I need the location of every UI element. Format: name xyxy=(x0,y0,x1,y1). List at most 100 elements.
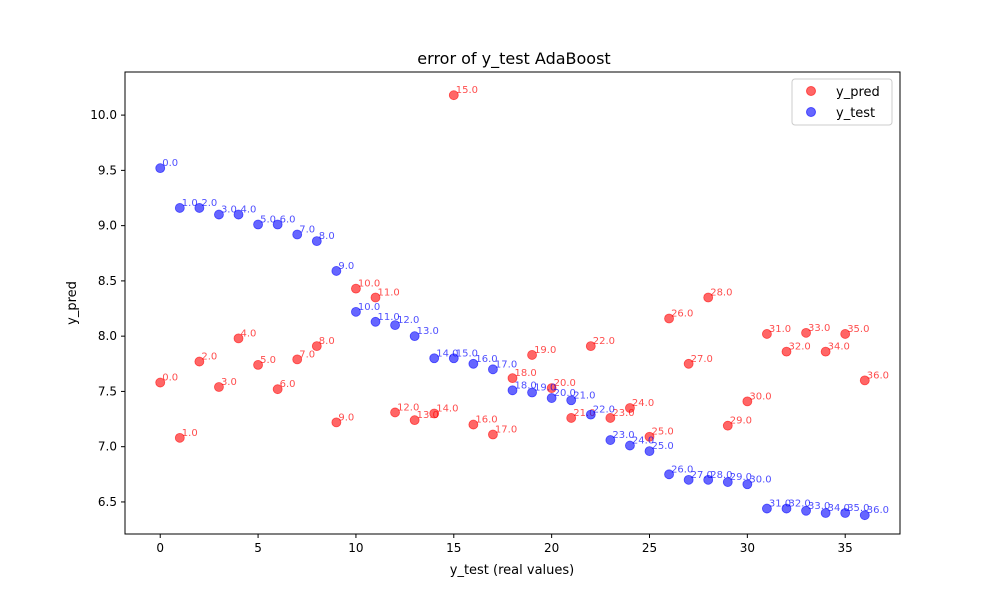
data-point xyxy=(311,236,322,247)
data-point xyxy=(781,503,792,514)
point-label: 18.0 xyxy=(515,368,537,379)
x-tick-label: 20 xyxy=(544,541,559,555)
data-point xyxy=(488,364,498,375)
point-label: 21.0 xyxy=(573,390,595,401)
point-label: 34.0 xyxy=(828,503,850,514)
legend-label: y_pred xyxy=(836,85,880,100)
y-tick-label: 9.0 xyxy=(98,219,117,233)
data-point xyxy=(762,503,772,514)
point-label: 9.0 xyxy=(338,412,354,423)
point-label: 20.0 xyxy=(554,378,576,389)
data-point xyxy=(820,346,831,357)
legend-box xyxy=(791,78,893,126)
data-point xyxy=(742,479,753,490)
point-label: 35.0 xyxy=(847,324,869,335)
data-point xyxy=(722,420,733,431)
data-point xyxy=(566,413,577,423)
data-point xyxy=(214,209,224,220)
x-tick-label: 0 xyxy=(156,541,164,555)
point-label: 27.0 xyxy=(691,470,713,481)
data-point xyxy=(507,385,518,396)
point-label: 10.0 xyxy=(358,302,380,313)
data-point xyxy=(742,396,753,407)
data-point xyxy=(214,382,224,392)
point-label: 36.0 xyxy=(867,505,889,516)
data-point xyxy=(390,320,400,331)
point-label: 30.0 xyxy=(749,391,771,402)
point-label: 9.0 xyxy=(338,261,354,272)
data-point xyxy=(448,353,459,364)
data-point xyxy=(272,384,283,395)
plot-area: 0 5 10 15 20 25 30 35 6.5 7.0 7.5 8.0 8.5 9.0 9.5 10.0 0… xyxy=(90,85,889,555)
data-point xyxy=(174,203,185,213)
point-label: 0.0 xyxy=(162,373,178,384)
y-axis-label: y_pred xyxy=(65,281,80,325)
data-point xyxy=(253,219,263,230)
point-label: 29.0 xyxy=(730,416,752,427)
data-point xyxy=(194,203,205,213)
data-point xyxy=(722,477,733,487)
data-point xyxy=(801,505,811,516)
data-point xyxy=(527,387,537,398)
data-point xyxy=(546,383,557,394)
data-point xyxy=(605,413,616,423)
y-tick-label: 8.5 xyxy=(98,274,117,288)
point-label: 5.0 xyxy=(260,355,276,366)
data-point xyxy=(488,429,498,440)
point-label: 26.0 xyxy=(671,464,693,475)
data-point xyxy=(585,409,596,420)
data-point xyxy=(859,375,870,386)
data-point xyxy=(644,431,655,442)
data-point xyxy=(253,359,263,370)
legend-label: y_test xyxy=(836,106,875,121)
data-point xyxy=(840,508,851,518)
point-label: 11.0 xyxy=(378,312,400,323)
point-label: 21.0 xyxy=(573,408,595,419)
chart-title: error of y_test AdaBoost xyxy=(417,49,610,69)
legend: y_pred y_test xyxy=(791,78,893,126)
point-label: 24.0 xyxy=(632,436,654,447)
data-point xyxy=(155,377,166,388)
data-point xyxy=(429,408,440,419)
point-label: 24.0 xyxy=(632,398,654,409)
data-point xyxy=(585,341,596,352)
point-label: 16.0 xyxy=(475,415,497,426)
point-label: 35.0 xyxy=(847,503,869,514)
data-point xyxy=(233,333,244,344)
point-label: 36.0 xyxy=(867,370,889,381)
point-label: 27.0 xyxy=(691,354,713,365)
data-point xyxy=(625,403,635,413)
data-point xyxy=(801,327,811,338)
data-point xyxy=(311,341,322,352)
y-tick-label: 9.5 xyxy=(98,163,117,177)
point-label: 30.0 xyxy=(749,474,771,485)
y-tick-label: 6.5 xyxy=(98,495,117,509)
point-label: 23.0 xyxy=(612,430,634,441)
point-label: 15.0 xyxy=(456,348,478,359)
y-tick-label: 10.0 xyxy=(90,108,117,122)
point-label: 12.0 xyxy=(397,402,419,413)
data-point xyxy=(409,415,420,426)
series-y-test: 0.01.0 2.03.0 4.05.0 6.07.08.09.010.011.012… xyxy=(155,158,889,521)
point-label: 4.0 xyxy=(241,328,257,339)
point-label: 7.0 xyxy=(299,349,315,360)
series-y-pred: 0.01.02.03.04.05.06.07.08.09.010.011.012… xyxy=(155,85,889,443)
point-label: 16.0 xyxy=(475,354,497,365)
point-label: 31.0 xyxy=(769,324,791,335)
point-label: 25.0 xyxy=(651,427,673,438)
data-point xyxy=(233,209,244,220)
point-label: 14.0 xyxy=(436,348,458,359)
point-label: 31.0 xyxy=(769,499,791,510)
point-label: 15.0 xyxy=(456,85,478,96)
x-tick-label: 5 xyxy=(254,541,262,555)
point-label: 32.0 xyxy=(788,342,810,353)
point-label: 22.0 xyxy=(593,405,615,416)
data-point xyxy=(351,283,361,294)
data-point xyxy=(448,90,459,101)
x-tick-label: 10 xyxy=(348,541,363,555)
data-point xyxy=(664,313,674,324)
data-point xyxy=(762,329,772,339)
legend-marker xyxy=(806,107,816,117)
legend-marker xyxy=(806,86,816,96)
